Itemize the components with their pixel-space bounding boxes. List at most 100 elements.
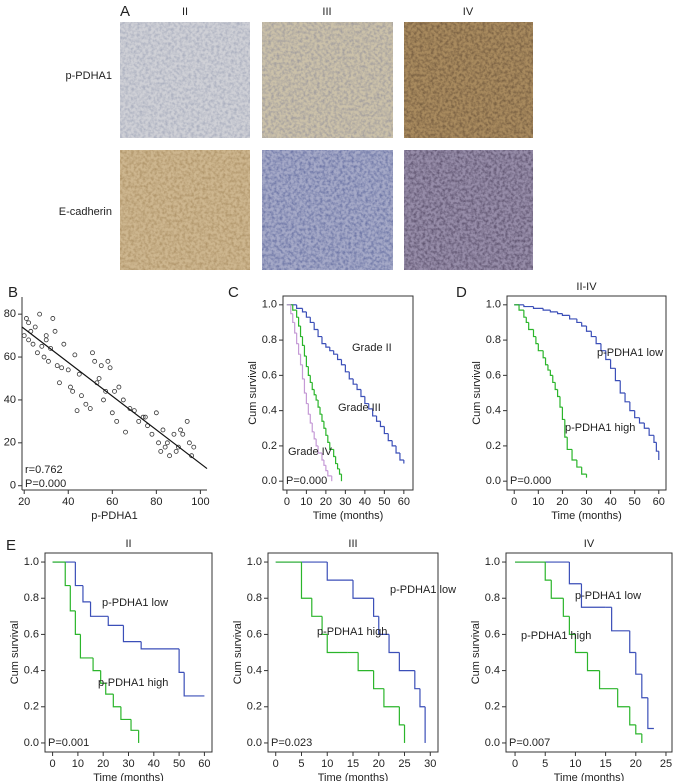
plot-frame (44, 552, 213, 753)
survival-step (297, 343, 301, 355)
survival-step (532, 329, 536, 338)
point (96, 376, 102, 381)
point (39, 343, 45, 349)
survival-step (605, 350, 611, 361)
survival-step (309, 317, 315, 324)
survival-step (325, 343, 330, 348)
survival-step (419, 688, 426, 708)
x-tick-label: 20 (373, 758, 385, 770)
survival-step (112, 694, 121, 708)
survival-step (338, 468, 342, 475)
survival-step (552, 375, 556, 384)
x-tick-label: 0 (512, 758, 518, 770)
survival-step (648, 428, 654, 436)
survival-step (550, 580, 564, 599)
point (164, 440, 170, 446)
point (61, 341, 67, 347)
x-tick-label: 40 (359, 496, 371, 508)
survival-step (360, 389, 365, 398)
x-tick-label: 20 (320, 496, 332, 508)
point (167, 453, 172, 459)
survival-step (387, 433, 393, 442)
y-tick-label: 0.0 (485, 737, 500, 749)
x-tick-label: 15 (347, 758, 359, 770)
survival-step (307, 403, 311, 415)
survival-step (333, 449, 336, 458)
survival-step (523, 310, 527, 318)
point (57, 380, 62, 386)
survival-step (556, 389, 560, 398)
y-axis-label: Cum survival (232, 621, 244, 685)
survival-step (655, 442, 659, 452)
survival-step (378, 616, 390, 636)
x-tick-label: 60 (106, 496, 118, 508)
survival-step (311, 422, 315, 433)
survival-step (292, 313, 295, 324)
survival-step (122, 625, 142, 643)
x-tick-label: 20 (556, 496, 568, 508)
survival-step (523, 304, 534, 308)
survival-step (294, 322, 297, 334)
y-tick-label: 0.4 (247, 664, 262, 676)
y-tick-label: 1.0 (485, 556, 500, 568)
x-axis-label: Time (months) (313, 510, 384, 522)
survival-step (586, 652, 600, 672)
survival-step (333, 350, 338, 355)
series-label: Grade III (338, 402, 381, 414)
survival-step (296, 310, 299, 318)
panel-label: B (8, 284, 18, 301)
point (41, 354, 47, 360)
survival-step (600, 343, 606, 352)
survival-step (581, 467, 587, 475)
x-tick-label: 25 (660, 758, 672, 770)
point (32, 324, 38, 330)
survival-step (576, 318, 582, 324)
chart: 0.0 0.2 0.4 0.6 0.8 1.0 0 10 20 30 40 50 60 Time (mon… (6, 537, 213, 781)
x-tick-label: 15 (599, 758, 611, 770)
survival-step (525, 317, 529, 324)
survival-step (568, 616, 576, 636)
survival-step (368, 403, 373, 410)
row-label: p-PDHA1 (66, 70, 112, 82)
point (90, 350, 95, 356)
survival-step (313, 389, 317, 396)
survival-step (549, 370, 553, 376)
point (30, 341, 36, 347)
survival-step (544, 357, 548, 366)
survival-step (290, 304, 293, 315)
survival-step (299, 354, 303, 366)
chart: 0.0 0.2 0.4 0.6 0.8 1.0 0 5 10 15 20 25 30 Time (mont… (232, 538, 456, 781)
y-tick-label: 0.8 (24, 592, 39, 604)
x-tick-label: 50 (173, 758, 185, 770)
point (153, 410, 159, 416)
texture (404, 22, 533, 138)
survival-step (576, 460, 582, 468)
survival-step (315, 394, 319, 401)
survival-step (647, 697, 654, 730)
point (70, 388, 76, 394)
point (50, 316, 56, 321)
survival-step (344, 364, 350, 373)
survival-step (292, 304, 297, 311)
point (76, 371, 82, 377)
x-tick-label: 60 (198, 758, 210, 770)
x-tick-label: 40 (148, 758, 160, 770)
survival-step (532, 306, 544, 309)
survival-step (535, 336, 539, 345)
point (54, 363, 60, 369)
survival-step (571, 449, 577, 461)
survival-step (542, 350, 546, 359)
point (26, 320, 32, 326)
survival-step (641, 674, 648, 699)
survival-step (544, 562, 552, 581)
x-tick-label: 30 (424, 758, 436, 770)
survival-step (352, 378, 358, 385)
texture (262, 150, 393, 270)
y-tick-label: 0.0 (486, 475, 501, 487)
point (26, 337, 32, 343)
x-axis-label: Time (months) (318, 772, 389, 781)
survival-step (581, 322, 587, 327)
survival-step (313, 322, 319, 331)
survival-step (564, 419, 568, 438)
panel-label: C (228, 284, 239, 301)
